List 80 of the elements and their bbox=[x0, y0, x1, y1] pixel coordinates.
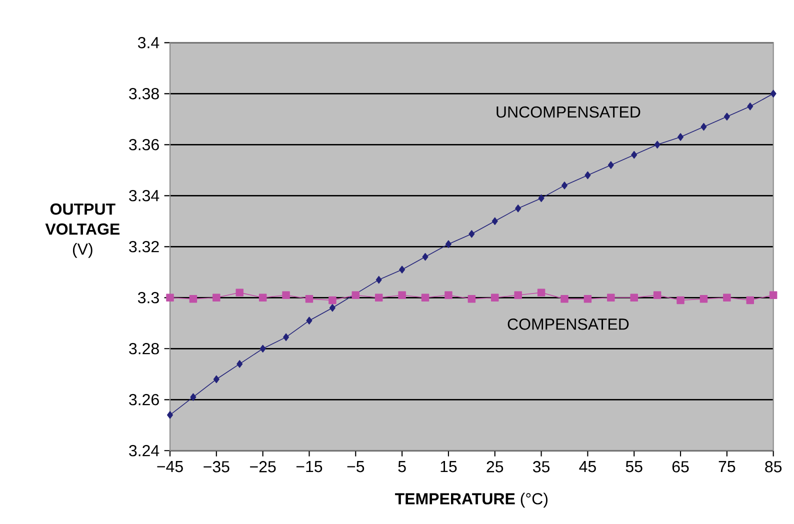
x-tick-label: 5 bbox=[398, 461, 406, 472]
x-tick-label: −35 bbox=[204, 461, 230, 472]
point bbox=[283, 333, 290, 342]
y-tick-label: 3.3 bbox=[138, 292, 159, 304]
point bbox=[445, 240, 452, 248]
point bbox=[584, 295, 592, 303]
y-axis-title: OUTPUT VOLTAGE (V) bbox=[45, 203, 120, 258]
point bbox=[607, 294, 615, 302]
point bbox=[236, 360, 243, 368]
point bbox=[398, 291, 406, 299]
point bbox=[491, 294, 499, 302]
point bbox=[515, 204, 522, 212]
point bbox=[190, 393, 196, 401]
point bbox=[212, 294, 220, 302]
point bbox=[560, 295, 568, 303]
point bbox=[723, 294, 731, 302]
point bbox=[654, 140, 660, 149]
point bbox=[746, 296, 754, 304]
point bbox=[514, 291, 522, 299]
series-label: COMPENSATED bbox=[508, 318, 629, 330]
point bbox=[328, 296, 336, 304]
point bbox=[166, 294, 174, 302]
point bbox=[584, 171, 591, 180]
point bbox=[769, 291, 778, 299]
point bbox=[700, 122, 707, 131]
point bbox=[422, 252, 428, 261]
point bbox=[329, 304, 336, 312]
point bbox=[700, 295, 708, 303]
point bbox=[538, 194, 544, 202]
x-tick-label: 45 bbox=[579, 461, 596, 472]
point bbox=[376, 276, 382, 284]
point bbox=[444, 291, 452, 299]
y-tick-label: 3.36 bbox=[129, 139, 159, 150]
point bbox=[213, 375, 220, 384]
series-label: UNCOMPENSATED bbox=[496, 106, 640, 118]
x-tick-label: −5 bbox=[347, 461, 364, 472]
x-tick-label: 85 bbox=[765, 461, 782, 472]
x-tick-label: −45 bbox=[157, 461, 183, 472]
point bbox=[653, 291, 662, 299]
x-tick-label: −15 bbox=[296, 461, 322, 472]
point bbox=[282, 291, 290, 299]
point bbox=[630, 294, 638, 302]
x-tick-label: −25 bbox=[250, 461, 276, 472]
point bbox=[676, 296, 684, 304]
point bbox=[421, 294, 430, 302]
point bbox=[631, 150, 638, 159]
x-tick-label: 75 bbox=[718, 461, 736, 472]
point bbox=[352, 291, 360, 299]
point bbox=[468, 295, 476, 303]
point bbox=[305, 295, 314, 303]
y-tick-label: 3.32 bbox=[129, 240, 159, 252]
point bbox=[189, 295, 198, 303]
point bbox=[561, 182, 568, 190]
point bbox=[167, 411, 174, 419]
point bbox=[492, 217, 498, 226]
x-tick-label: 55 bbox=[626, 461, 642, 472]
x-tick-label: 15 bbox=[440, 461, 457, 472]
y-tick-label: 3.34 bbox=[129, 190, 160, 202]
x-axis-title: TEMPERATURE (°C) bbox=[395, 492, 548, 508]
point bbox=[724, 112, 730, 120]
x-tick-label: 35 bbox=[532, 461, 550, 472]
point bbox=[306, 316, 312, 324]
point bbox=[258, 294, 267, 302]
point bbox=[747, 102, 754, 110]
point bbox=[537, 288, 546, 296]
point bbox=[770, 90, 776, 98]
point bbox=[374, 294, 383, 302]
point bbox=[236, 288, 244, 296]
point bbox=[608, 161, 614, 169]
y-tick-label: 3.24 bbox=[129, 444, 160, 456]
y-tick-label: 3.28 bbox=[129, 342, 159, 354]
x-tick-label: 25 bbox=[486, 461, 504, 472]
y-tick-label: 3.38 bbox=[129, 88, 159, 100]
y-tick-label: 3.4 bbox=[138, 37, 160, 48]
point bbox=[678, 133, 684, 141]
point bbox=[399, 266, 406, 274]
y-tick-label: 3.26 bbox=[129, 394, 159, 406]
point bbox=[260, 344, 266, 353]
x-tick-label: 65 bbox=[672, 461, 689, 472]
point bbox=[468, 230, 475, 238]
